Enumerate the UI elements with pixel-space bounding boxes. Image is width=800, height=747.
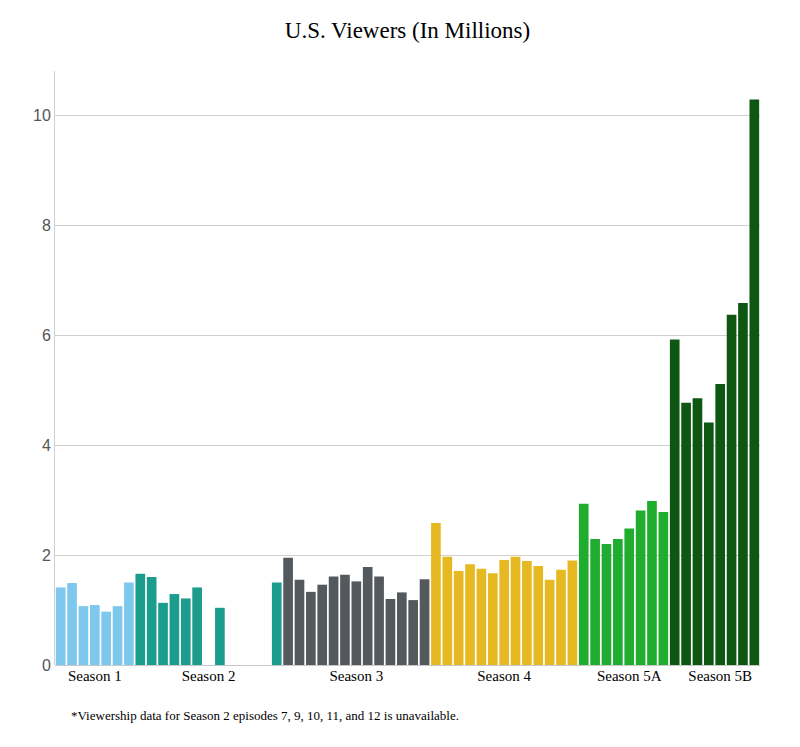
svg-text:2: 2 [42,547,51,564]
svg-text:0: 0 [42,657,51,674]
svg-text:4: 4 [42,437,51,454]
svg-text:*Viewership data for Season 2: *Viewership data for Season 2 episodes 7… [71,708,459,723]
svg-text:Season 5B: Season 5B [688,668,752,684]
svg-text:6: 6 [42,327,51,344]
svg-text:Season 5A: Season 5A [597,668,662,684]
svg-text:U.S. Viewers (In Millions): U.S. Viewers (In Millions) [285,18,530,43]
svg-text:Season 1: Season 1 [68,668,122,684]
svg-text:Season 4: Season 4 [477,668,531,684]
svg-text:Season 2: Season 2 [182,668,236,684]
svg-text:8: 8 [42,217,51,234]
svg-text:Season 3: Season 3 [329,668,383,684]
svg-text:10: 10 [33,107,51,124]
